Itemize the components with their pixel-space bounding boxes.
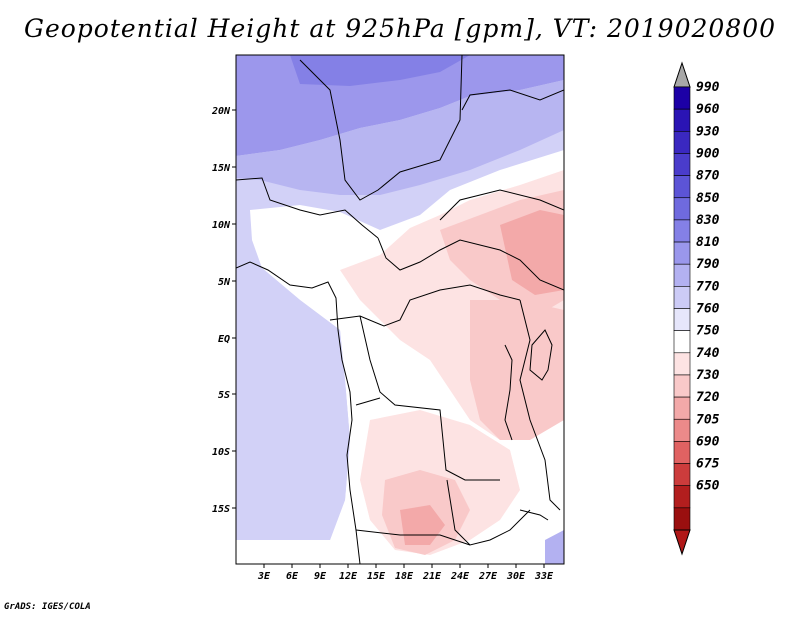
lat-tick-label: 5S — [218, 390, 230, 401]
colorbar-bottom-arrow — [673, 529, 691, 556]
colorbar-swatch — [673, 241, 691, 265]
lon-tick-label: 3E — [257, 571, 271, 582]
high-core-north — [290, 55, 470, 86]
colorbar-label: 730 — [696, 368, 720, 383]
colorbar-swatch — [673, 330, 691, 354]
lat-labels: 20N 15N 10N 5N EQ 5S 10S 15S — [211, 106, 231, 515]
colorbar-swatch — [673, 219, 691, 243]
colorbar-swatch — [673, 352, 691, 376]
colorbar-label: 900 — [696, 146, 720, 161]
lat-tick-label: 20N — [211, 106, 231, 117]
colorbar-label: 850 — [696, 191, 720, 206]
map-title: Geopotential Height at 925hPa [gpm], VT:… — [23, 14, 777, 43]
colorbar-swatch — [673, 286, 691, 309]
colorbar-label: 930 — [696, 124, 720, 139]
colorbar-swatch — [673, 463, 691, 486]
footer-credit: GrADS: IGES/COLA — [4, 602, 91, 612]
colorbar-swatch — [673, 396, 691, 420]
colorbar-label: 650 — [696, 479, 720, 494]
colorbar-swatch — [673, 507, 691, 531]
lon-tick-label: 18E — [395, 571, 414, 582]
colorbar-label: 810 — [696, 235, 720, 250]
lat-tick-label: EQ — [218, 334, 230, 345]
colorbar-swatch — [673, 108, 691, 132]
lon-labels: 3E 6E 9E 12E 15E 18E 21E 24E 27E 30E 33E — [257, 571, 554, 582]
lon-tick-label: 9E — [314, 571, 327, 582]
colorbar-swatch — [673, 175, 691, 199]
colorbar-swatch — [673, 131, 691, 154]
map-frame — [235, 54, 565, 565]
colorbar-label: 675 — [696, 457, 720, 472]
colorbar-swatch — [673, 153, 691, 176]
colorbar-swatch — [673, 308, 691, 331]
colorbar-label: 750 — [696, 324, 720, 339]
colorbar-top-arrow — [673, 61, 691, 88]
lon-tick-label: 6E — [286, 571, 299, 582]
colorbar-label: 705 — [696, 412, 720, 427]
colorbar-swatch — [673, 86, 691, 110]
colorbar-label: 790 — [696, 257, 720, 272]
colorbar-label: 990 — [696, 80, 720, 95]
colorbar: 990 960 930 900 870 850 830 810 790 770 760 750 740 7… — [673, 61, 720, 556]
lat-tick-label: 5N — [218, 277, 231, 288]
colorbar-label: 720 — [696, 390, 720, 405]
colorbar-label: 690 — [696, 434, 720, 449]
colorbar-swatch — [673, 263, 691, 287]
lon-tick-label: 21E — [422, 571, 442, 582]
country-borders — [236, 55, 564, 564]
lat-tick-label: 15S — [212, 504, 230, 515]
colorbar-label: 830 — [696, 213, 720, 228]
colorbar-swatch — [673, 197, 691, 221]
atlantic-ocean — [236, 268, 350, 540]
colorbar-swatch — [673, 485, 691, 509]
height-field — [236, 55, 564, 564]
colorbar-swatch — [673, 418, 691, 442]
lon-tick-label: 15E — [367, 571, 386, 582]
colorbar-label: 740 — [696, 346, 720, 361]
lat-tick-label: 10N — [212, 220, 231, 231]
colorbar-swatch — [673, 441, 691, 464]
lat-tick-label: 10S — [212, 447, 230, 458]
lat-tick-label: 15N — [212, 163, 231, 174]
tick-marks — [232, 109, 545, 568]
lon-tick-label: 33E — [534, 571, 554, 582]
lon-tick-label: 30E — [506, 571, 526, 582]
lon-tick-label: 27E — [478, 571, 498, 582]
colorbar-label: 770 — [696, 279, 720, 294]
lon-tick-label: 12E — [339, 571, 358, 582]
colorbar-label: 760 — [696, 302, 720, 317]
colorbar-label: 960 — [696, 102, 720, 117]
mid-blue-band — [236, 80, 564, 195]
low-core-northeast — [500, 210, 564, 295]
colorbar-label: 870 — [696, 169, 720, 184]
blue-corner-se — [545, 530, 564, 564]
lon-tick-label: 24E — [450, 571, 470, 582]
low-zone-great-lakes — [470, 300, 564, 440]
colorbar-swatch — [673, 374, 691, 398]
